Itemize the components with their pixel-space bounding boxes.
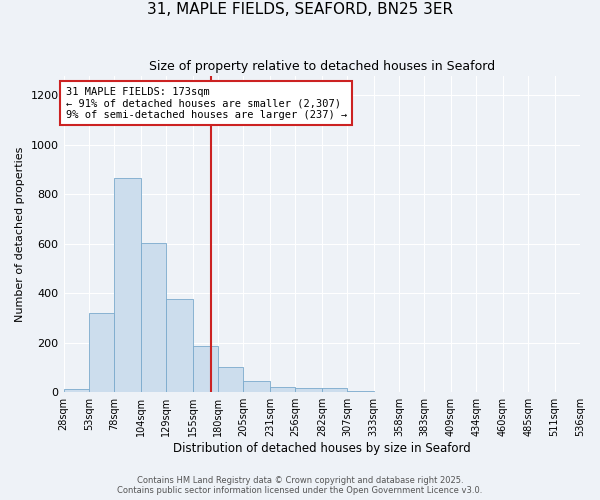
Bar <box>193 346 218 392</box>
Bar <box>89 313 115 392</box>
Y-axis label: Number of detached properties: Number of detached properties <box>15 146 25 322</box>
Text: 31 MAPLE FIELDS: 173sqm
← 91% of detached houses are smaller (2,307)
9% of semi-: 31 MAPLE FIELDS: 173sqm ← 91% of detache… <box>65 86 347 120</box>
Title: Size of property relative to detached houses in Seaford: Size of property relative to detached ho… <box>149 60 495 73</box>
Bar <box>64 389 89 392</box>
X-axis label: Distribution of detached houses by size in Seaford: Distribution of detached houses by size … <box>173 442 470 455</box>
Bar <box>347 391 374 392</box>
Bar <box>166 300 193 392</box>
Text: Contains HM Land Registry data © Crown copyright and database right 2025.
Contai: Contains HM Land Registry data © Crown c… <box>118 476 482 495</box>
Bar <box>270 388 295 392</box>
Bar <box>322 388 347 392</box>
Bar <box>115 178 141 392</box>
Text: 31, MAPLE FIELDS, SEAFORD, BN25 3ER: 31, MAPLE FIELDS, SEAFORD, BN25 3ER <box>147 2 453 18</box>
Bar <box>218 368 244 392</box>
Bar <box>295 388 322 392</box>
Bar <box>141 242 166 392</box>
Bar <box>244 381 270 392</box>
